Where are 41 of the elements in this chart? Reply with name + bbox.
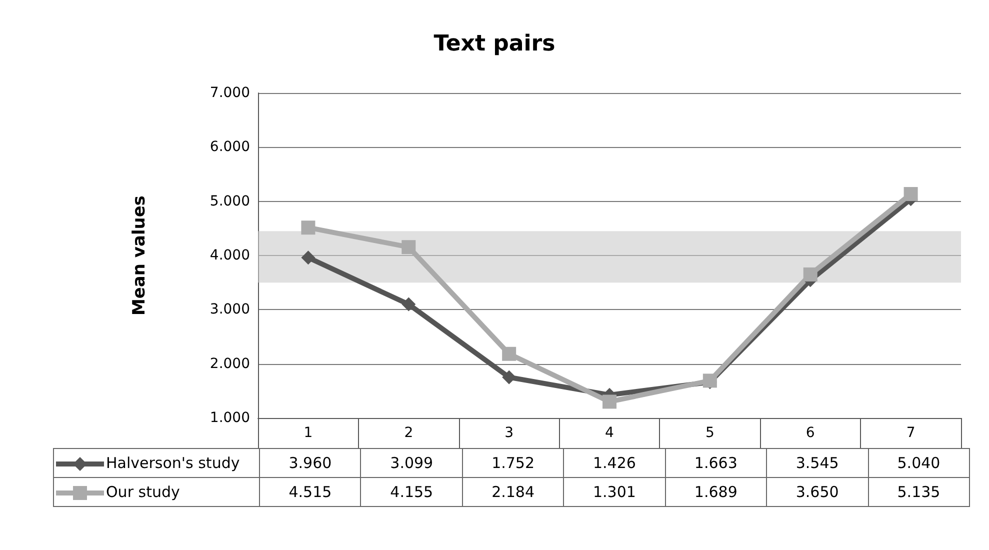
point [301, 220, 316, 235]
data-label: 1.663 [665, 448, 767, 478]
data-label: 5.040 [868, 448, 970, 478]
data-label: 3.960 [260, 448, 361, 478]
y-tick-label: 6.000 [210, 139, 250, 156]
chart-title: Text pairs [434, 32, 556, 56]
x-tick-label: 1 [304, 425, 313, 441]
data-label: 5.135 [868, 478, 970, 506]
point [402, 297, 416, 312]
x-tick-label: 3 [504, 425, 514, 441]
x-tick-label: 7 [906, 425, 916, 441]
point [402, 240, 416, 254]
y-tick-label: 5.000 [210, 193, 250, 210]
x-tick-label: 5 [705, 425, 714, 441]
data-label: 1.752 [462, 448, 564, 478]
x-tick-label: 2 [404, 425, 414, 441]
data-label: 3.545 [766, 448, 868, 478]
point [301, 250, 316, 265]
data-label: 4.155 [360, 478, 462, 506]
y-tick-label: 7.000 [210, 85, 250, 101]
data-label: 3.650 [766, 478, 868, 506]
data-label: 3.099 [360, 448, 462, 478]
y-tick-label: 2.000 [210, 356, 250, 372]
legend-label: Our study [106, 483, 180, 501]
data-label: 1.689 [665, 478, 767, 506]
y-tick-label: 3.000 [210, 302, 250, 318]
data-label: 2.184 [462, 478, 564, 506]
point [502, 370, 516, 384]
y-axis-title: Mean values [130, 195, 150, 316]
data-label: 1.426 [564, 448, 666, 478]
legend-label: Halverson's study [106, 454, 240, 472]
point [502, 346, 516, 361]
data-label: 1.301 [564, 478, 666, 506]
data-label: 4.515 [260, 478, 361, 506]
point [602, 394, 616, 409]
y-tick-label: 4.000 [210, 248, 250, 264]
x-tick-label: 4 [605, 425, 614, 441]
x-tick-label: 6 [806, 425, 815, 441]
point [904, 187, 918, 202]
point [803, 267, 818, 282]
y-tick-label: 1.000 [210, 410, 250, 426]
